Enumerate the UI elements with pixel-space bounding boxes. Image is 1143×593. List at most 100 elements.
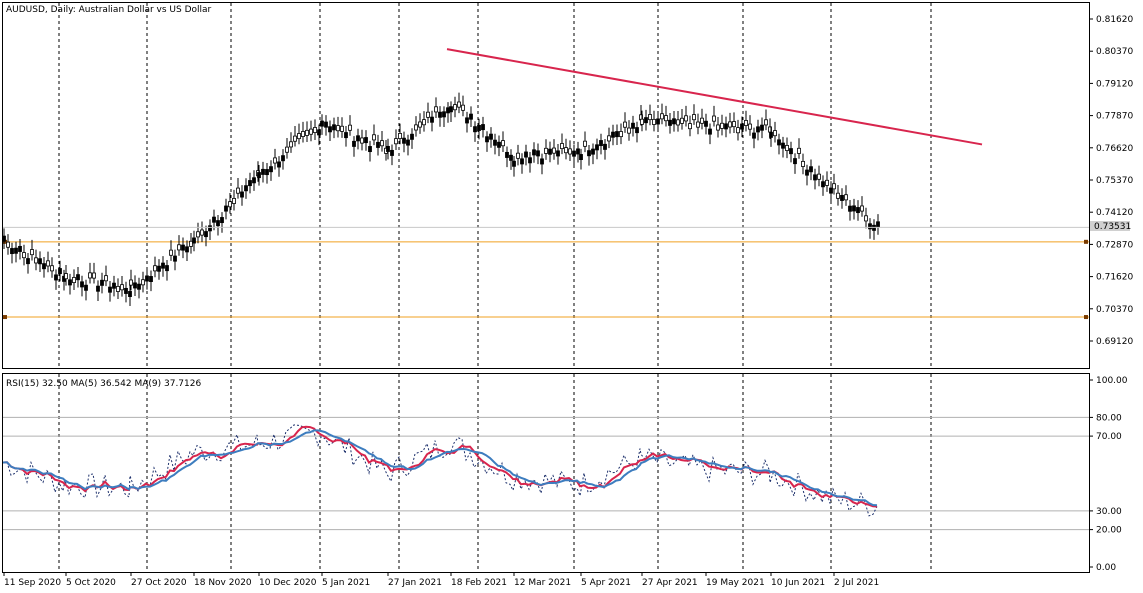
- candle-body: [664, 115, 668, 122]
- candle-body: [277, 161, 281, 168]
- candle-body: [88, 272, 92, 279]
- candle-body: [540, 158, 544, 165]
- candle-body: [281, 155, 285, 162]
- candle-body: [700, 117, 704, 124]
- candle-body: [773, 130, 777, 137]
- candle-body: [509, 154, 513, 161]
- candle-body: [583, 140, 587, 147]
- candle-body: [748, 123, 752, 130]
- candle-body: [265, 169, 269, 176]
- candle-body: [619, 131, 623, 138]
- candle-body: [434, 106, 438, 113]
- rsi-level-label: 70.00: [1096, 432, 1122, 442]
- candle-body: [615, 131, 619, 138]
- candle-body: [676, 119, 680, 126]
- candle-body: [501, 140, 505, 147]
- candle-body: [398, 133, 402, 139]
- candle-body: [208, 225, 212, 232]
- candle-body: [473, 126, 477, 133]
- candle-body: [848, 205, 852, 212]
- candle-body: [368, 146, 372, 153]
- candle-body: [572, 150, 576, 157]
- support-lines[interactable]: [3, 239, 1089, 320]
- rsi-level-label: 20.00: [1096, 526, 1122, 536]
- candle-body: [688, 123, 692, 130]
- candle-body: [204, 231, 208, 238]
- candle-body: [317, 129, 321, 136]
- rsi-level-lines: [3, 416, 1089, 531]
- candle-body: [240, 191, 244, 198]
- candle-body: [627, 127, 631, 134]
- candle-body: [422, 119, 426, 126]
- candle-body: [297, 133, 301, 140]
- candle-body: [169, 249, 173, 256]
- candle-body: [236, 187, 240, 194]
- candle-body: [96, 285, 100, 292]
- candle-body: [212, 216, 216, 223]
- candle-body: [591, 148, 595, 155]
- line-handle[interactable]: [3, 239, 7, 244]
- price-label: 0.69120: [1096, 337, 1133, 347]
- candle-body: [376, 141, 380, 148]
- candle-body: [623, 121, 627, 128]
- candle-body: [564, 147, 568, 154]
- candle-body: [112, 282, 116, 289]
- candle-body: [332, 124, 336, 131]
- candle-body: [752, 132, 756, 139]
- candle-body: [453, 104, 457, 111]
- resistance-trendline[interactable]: [446, 48, 983, 146]
- price-label: 0.75370: [1096, 176, 1133, 186]
- candle-body: [10, 248, 14, 255]
- candle-body: [821, 181, 825, 188]
- rsi-pane[interactable]: [2, 373, 1090, 573]
- candle-body: [876, 221, 880, 228]
- line-handle[interactable]: [1084, 239, 1088, 244]
- candle-body: [356, 135, 360, 142]
- candle-body: [832, 183, 836, 190]
- candle-body: [220, 217, 224, 224]
- candle-body: [777, 139, 781, 146]
- price-label: 0.72870: [1096, 240, 1133, 250]
- line-handle[interactable]: [3, 315, 7, 320]
- candle-body: [656, 118, 660, 125]
- candle-body: [461, 104, 465, 111]
- candle-body: [293, 135, 297, 142]
- price-pane[interactable]: [2, 2, 1090, 369]
- price-label: 0.71620: [1096, 273, 1133, 283]
- candle-body: [756, 126, 760, 133]
- candle-body: [809, 166, 813, 173]
- candle-body: [736, 127, 740, 134]
- candle-body: [817, 173, 821, 180]
- candle-body: [116, 285, 120, 292]
- candle-body: [477, 124, 481, 131]
- time-label: 19 May 2021: [706, 578, 765, 588]
- candle-body: [149, 276, 153, 282]
- candle-body: [631, 122, 635, 129]
- line-handle[interactable]: [1084, 315, 1088, 320]
- candle-body: [386, 145, 390, 152]
- candle-body: [868, 223, 872, 230]
- candle-body: [732, 121, 736, 128]
- candle-body: [100, 279, 104, 286]
- candle-body: [153, 265, 157, 272]
- candle-body: [560, 143, 564, 150]
- candle-body: [430, 116, 434, 123]
- candle-body: [728, 121, 732, 128]
- candle-body: [426, 111, 430, 118]
- candle-body: [406, 139, 410, 146]
- candle-body: [544, 147, 548, 154]
- candle-body: [157, 265, 161, 272]
- candle-body: [372, 134, 376, 141]
- rsi-axis: 100.00 80.00 70.00 30.00 20.00 0.00: [1089, 376, 1128, 573]
- candle-body: [269, 166, 273, 173]
- candle-body: [18, 245, 22, 252]
- candle-body: [410, 133, 414, 140]
- candle-body: [14, 247, 18, 254]
- candle-body: [793, 158, 797, 165]
- candle-body: [493, 139, 497, 146]
- candle-body: [340, 125, 344, 132]
- candle-body: [607, 135, 611, 142]
- candle-body: [852, 205, 856, 212]
- rsi-title: RSI(15) 32.50 MA(5) 36.542 MA(9) 37.7126: [6, 379, 201, 389]
